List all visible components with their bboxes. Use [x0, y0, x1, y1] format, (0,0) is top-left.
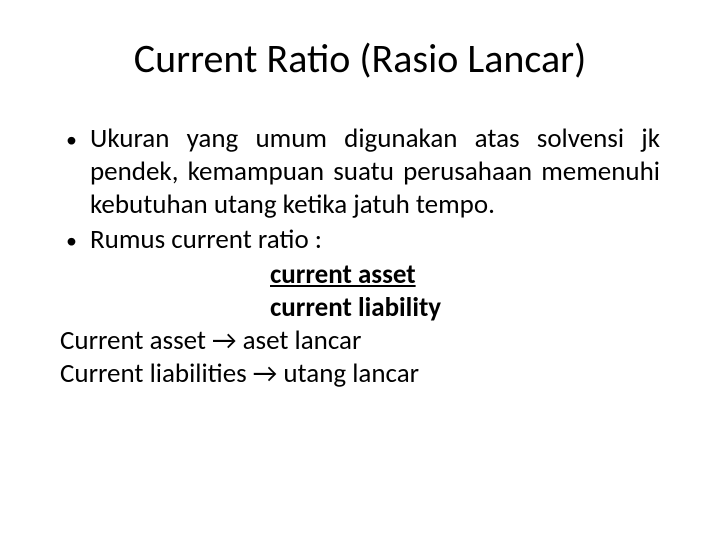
- bullet-text: Rumus current ratio :: [90, 224, 660, 257]
- bullet-item: • Rumus current ratio :: [60, 224, 660, 257]
- definition-line: Current asset → aset lancar: [60, 325, 660, 358]
- formula-numerator: current asset: [60, 259, 660, 292]
- definition-line: Current liabilities → utang lancar: [60, 358, 660, 391]
- bullet-marker-icon: •: [60, 224, 90, 257]
- slide-title: Current Ratio (Rasio Lancar): [60, 34, 660, 83]
- formula-denominator: current liability: [60, 292, 660, 325]
- bullet-marker-icon: •: [60, 123, 90, 156]
- slide-body: • Ukuran yang umum digunakan atas solven…: [60, 123, 660, 391]
- slide: Current Ratio (Rasio Lancar) • Ukuran ya…: [0, 0, 720, 540]
- bullet-item: • Ukuran yang umum digunakan atas solven…: [60, 123, 660, 222]
- bullet-text: Ukuran yang umum digunakan atas solvensi…: [90, 123, 660, 222]
